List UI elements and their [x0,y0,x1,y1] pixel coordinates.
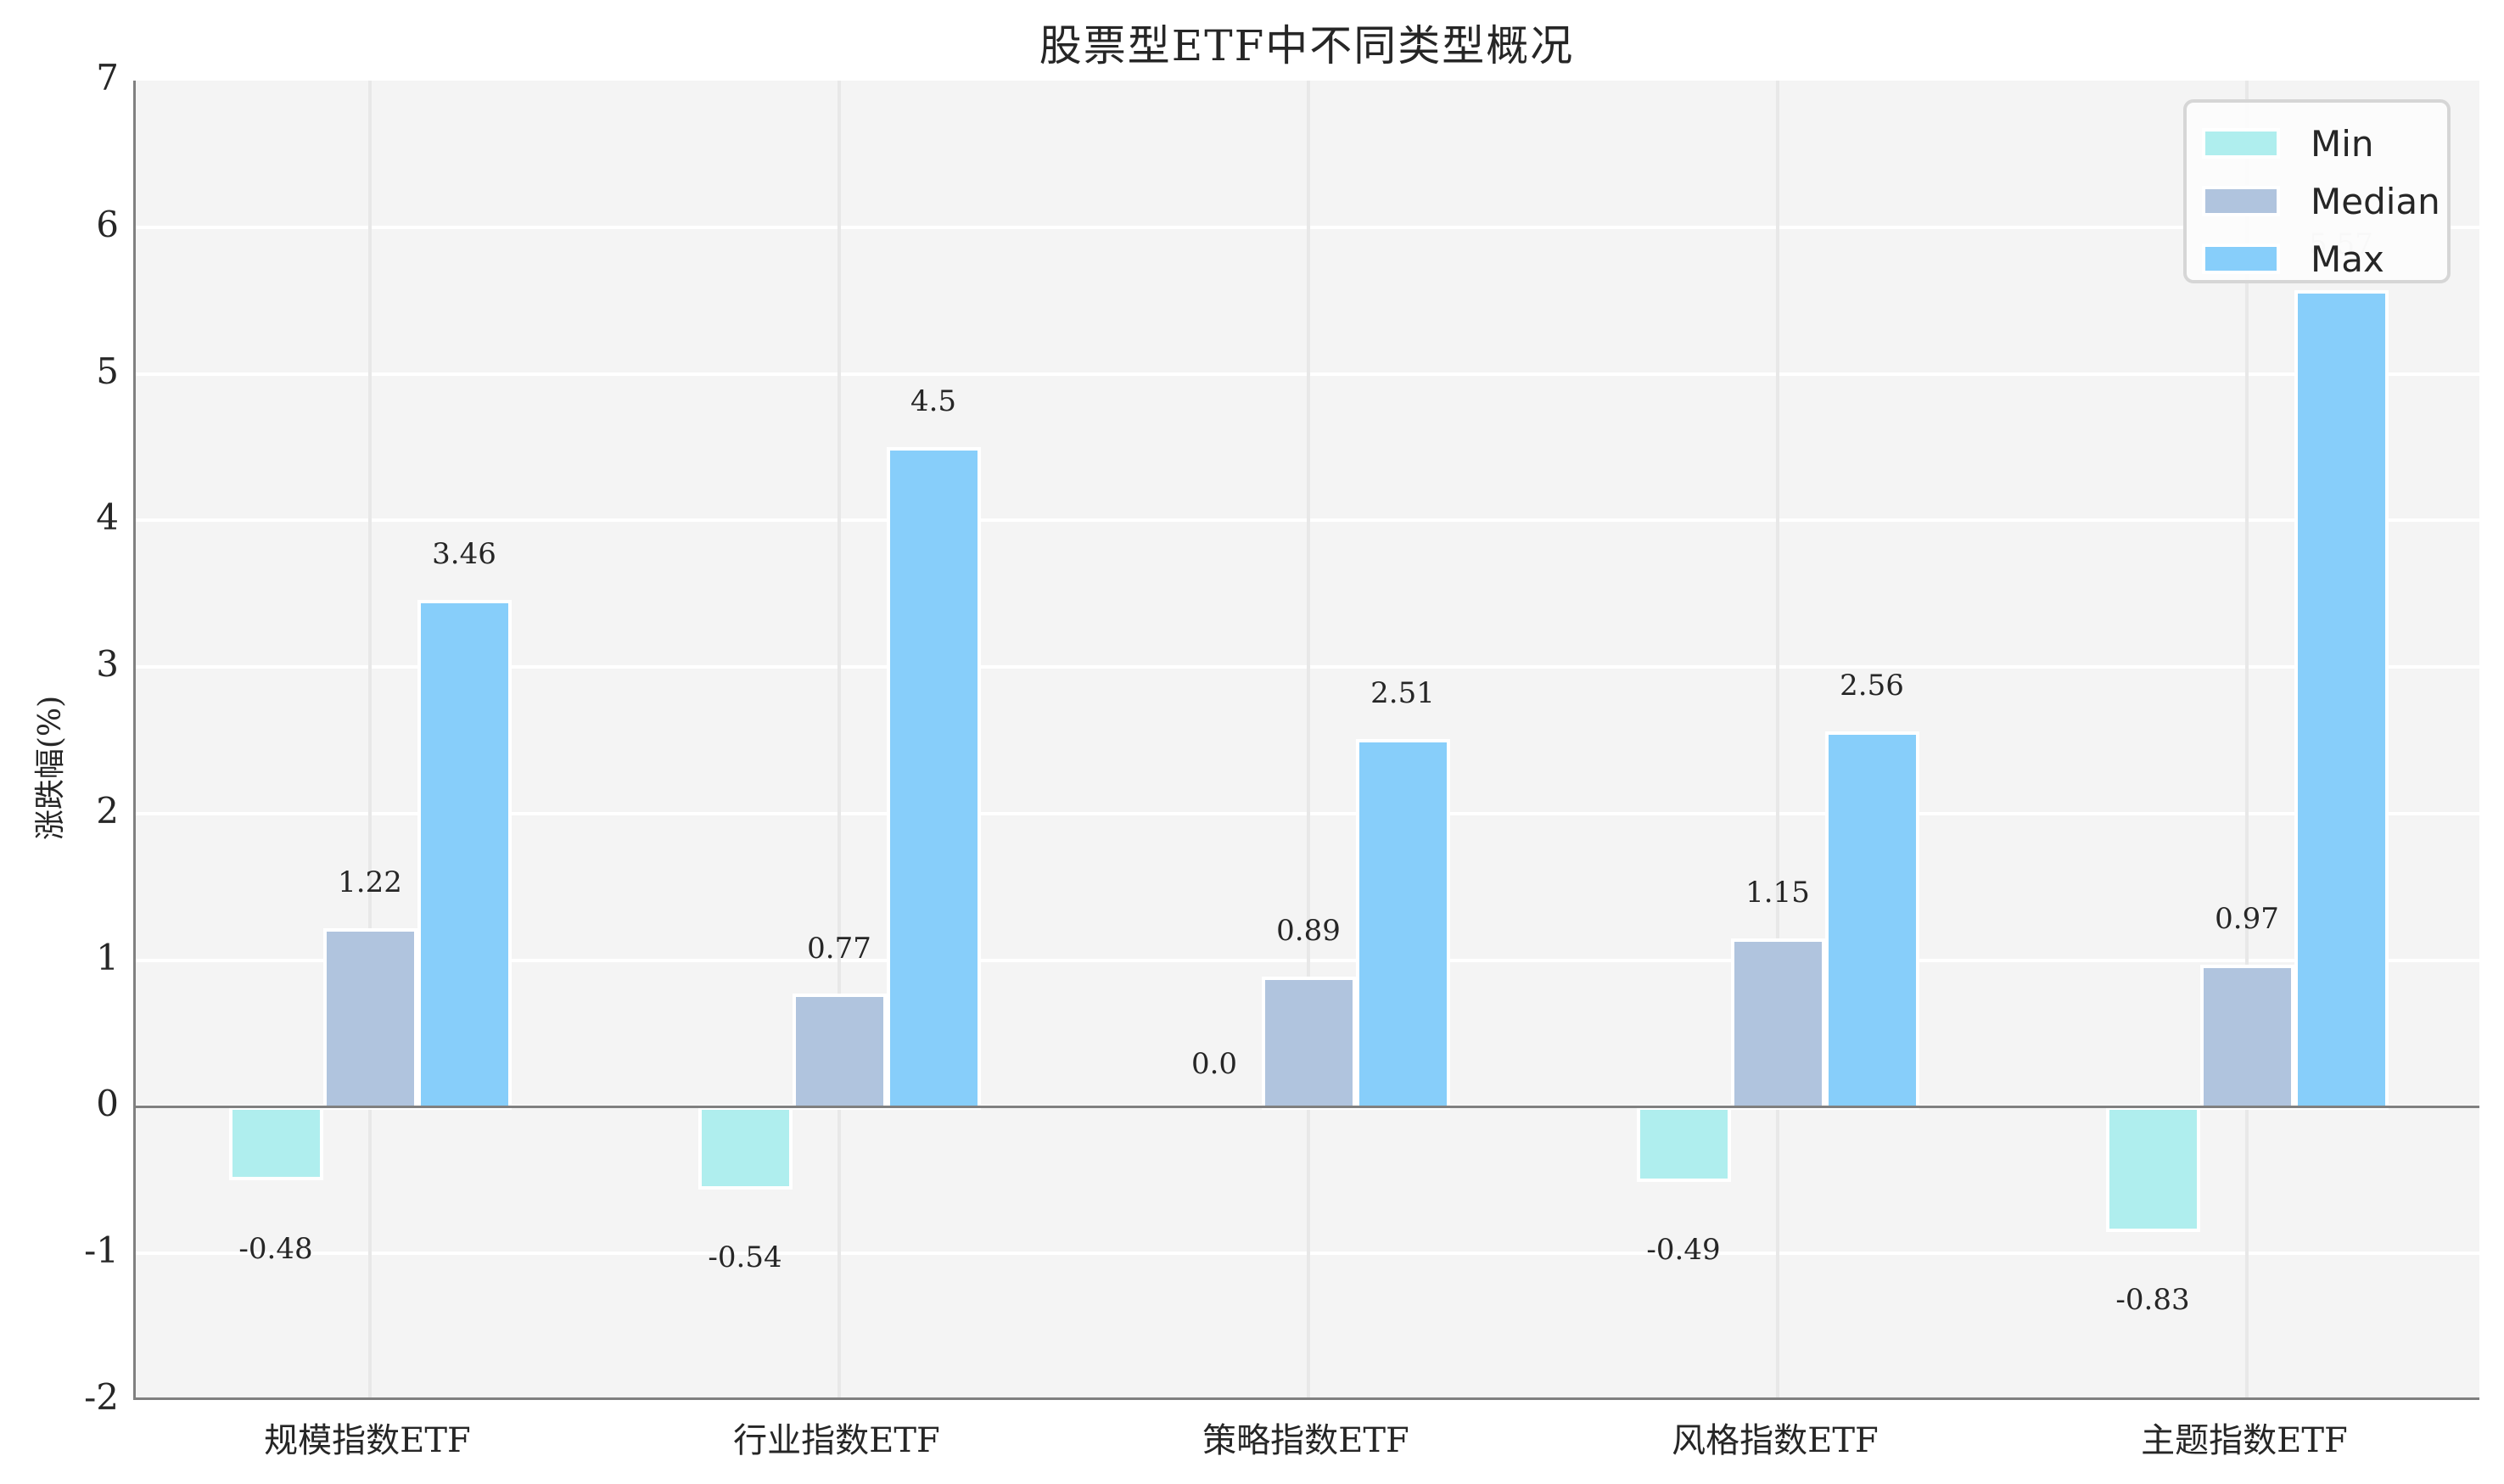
legend-label-max: Max [2311,238,2384,280]
legend-label-min: Min [2311,122,2374,165]
x-tick-label: 策略指数ETF [1202,1421,1409,1460]
legend-item-max: Max [2202,238,2384,280]
bar-min [2105,1106,2200,1232]
data-label-median: 1.15 [1745,875,1810,910]
vertical-gridline [1307,81,1310,1397]
y-tick-label: 2 [96,789,119,832]
plot-area: -0.48 -0.54 0.0 -0.49 -0.83 1.22 0.77 0.89 1.15 0… [133,81,2479,1400]
y-tick-label: 1 [96,936,119,978]
data-label-min: -0.48 [238,1231,313,1266]
bar-min [228,1106,323,1181]
legend-swatch-median [2202,186,2280,216]
x-tick-label: 风格指数ETF [1672,1421,1879,1460]
x-tick-label: 主题指数ETF [2141,1421,2348,1460]
legend-item-median: Median [2202,181,2440,222]
data-label-median: 0.89 [1276,913,1341,948]
x-tick-label: 规模指数ETF [264,1421,471,1460]
y-tick-label: 0 [96,1083,119,1125]
bar-min [1636,1106,1731,1183]
bar-median [1261,976,1356,1111]
y-tick-label: 3 [96,643,119,686]
bar-max [2294,290,2389,1111]
bar-median [1730,938,1825,1111]
data-label-max: 4.5 [910,384,957,419]
vertical-gridline [2245,81,2249,1397]
data-label-min: -0.49 [1646,1233,1721,1268]
data-label-min: -0.83 [2115,1283,2190,1318]
data-label-max: 2.56 [1840,669,1904,703]
zero-line [136,1106,2479,1109]
bar-median [792,994,887,1111]
data-label-max: 3.46 [432,536,496,571]
data-label-median: 1.22 [338,865,402,899]
vertical-gridline [1776,81,1779,1397]
y-tick-label: 4 [96,496,119,539]
y-tick-label: 6 [96,203,119,245]
bar-median [2199,964,2294,1111]
chart-title: 股票型ETF中不同类型概况 [1039,21,1575,70]
bar-max [1824,731,1919,1111]
data-label-min: -0.54 [708,1240,782,1275]
y-tick-label: -1 [84,1229,119,1272]
legend-label-median: Median [2311,180,2440,222]
legend-swatch-max [2202,244,2280,274]
y-tick-label: 7 [96,57,119,98]
bar-max [886,446,981,1111]
vertical-gridline [837,81,841,1397]
bar-max [417,599,512,1111]
data-label-max: 2.51 [1370,675,1435,710]
data-label-min: 0.0 [1190,1047,1238,1082]
vertical-gridline [368,81,372,1397]
legend: Min Median Max [2183,99,2451,283]
bar-max [1355,738,1450,1111]
legend-swatch-min [2202,128,2280,159]
bar-median [322,927,417,1111]
data-label-median: 0.97 [2215,902,2279,937]
y-tick-label: 5 [96,350,119,392]
bar-min [697,1106,793,1190]
data-label-median: 0.77 [807,931,871,966]
x-tick-label: 行业指数ETF [733,1421,940,1460]
legend-item-min: Min [2202,123,2374,165]
y-tick-label: -2 [84,1376,119,1418]
